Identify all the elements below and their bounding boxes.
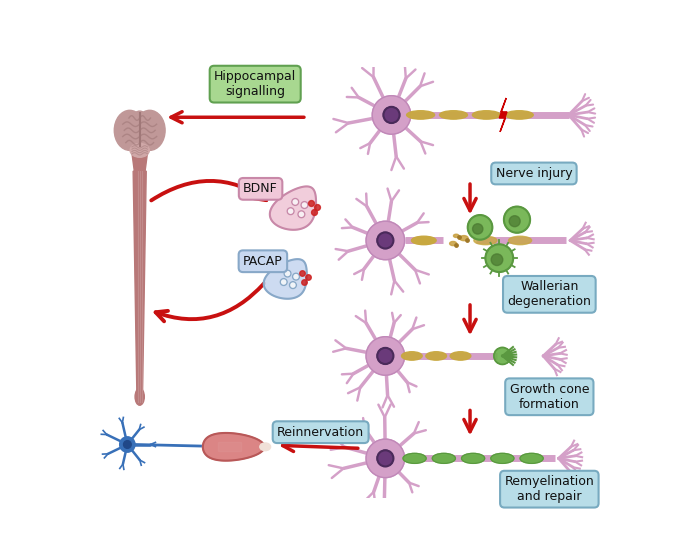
Circle shape	[290, 282, 297, 288]
Text: BDNF: BDNF	[243, 183, 278, 195]
Circle shape	[468, 215, 493, 240]
Circle shape	[366, 221, 405, 260]
Ellipse shape	[474, 236, 497, 245]
Circle shape	[473, 224, 483, 234]
Ellipse shape	[506, 111, 533, 119]
Point	[302, 272, 313, 281]
Polygon shape	[270, 186, 316, 230]
Ellipse shape	[473, 111, 500, 119]
Circle shape	[366, 439, 405, 478]
Point	[308, 208, 319, 217]
Ellipse shape	[449, 241, 456, 246]
Circle shape	[120, 437, 135, 452]
Circle shape	[504, 207, 530, 233]
Circle shape	[372, 96, 411, 134]
Point	[297, 268, 308, 277]
Polygon shape	[203, 433, 264, 461]
Ellipse shape	[260, 443, 271, 451]
Circle shape	[366, 337, 405, 375]
Ellipse shape	[432, 454, 456, 463]
Polygon shape	[132, 153, 147, 171]
Point	[299, 278, 310, 287]
Polygon shape	[133, 171, 146, 402]
Ellipse shape	[520, 454, 543, 463]
Circle shape	[292, 273, 299, 280]
Ellipse shape	[450, 352, 471, 360]
Ellipse shape	[401, 352, 422, 360]
Circle shape	[292, 198, 299, 206]
Ellipse shape	[453, 234, 459, 237]
Text: PACAP: PACAP	[243, 255, 283, 268]
Ellipse shape	[460, 236, 468, 241]
Circle shape	[287, 208, 294, 214]
Ellipse shape	[135, 388, 145, 405]
Circle shape	[491, 254, 503, 265]
Point	[451, 241, 462, 250]
Circle shape	[123, 441, 132, 449]
Ellipse shape	[129, 111, 151, 150]
Ellipse shape	[130, 143, 149, 157]
Ellipse shape	[426, 352, 447, 360]
Circle shape	[284, 270, 291, 277]
Polygon shape	[499, 98, 507, 132]
Text: Remyelination
and repair: Remyelination and repair	[504, 475, 594, 503]
Ellipse shape	[403, 454, 426, 463]
Ellipse shape	[462, 454, 485, 463]
Ellipse shape	[134, 110, 165, 151]
Circle shape	[384, 107, 399, 123]
Circle shape	[486, 244, 513, 272]
Point	[453, 233, 464, 242]
Circle shape	[377, 232, 393, 249]
Ellipse shape	[508, 236, 532, 245]
Polygon shape	[264, 259, 307, 298]
Text: Growth cone
formation: Growth cone formation	[510, 383, 589, 411]
Circle shape	[298, 211, 305, 218]
Circle shape	[280, 278, 287, 286]
Point	[305, 198, 316, 207]
Circle shape	[377, 348, 393, 364]
Ellipse shape	[440, 111, 467, 119]
Ellipse shape	[491, 454, 514, 463]
Point	[311, 202, 322, 211]
Text: Reinnervation: Reinnervation	[277, 426, 364, 438]
Text: Wallerian
degeneration: Wallerian degeneration	[508, 281, 591, 309]
Circle shape	[494, 347, 511, 365]
Circle shape	[377, 450, 393, 466]
Circle shape	[301, 202, 308, 208]
Ellipse shape	[412, 236, 436, 245]
Text: Nerve injury: Nerve injury	[496, 167, 572, 180]
Ellipse shape	[407, 111, 434, 119]
Circle shape	[509, 216, 520, 227]
Point	[462, 235, 473, 244]
Text: Hippocampal
signalling: Hippocampal signalling	[214, 70, 297, 98]
Ellipse shape	[114, 110, 145, 151]
